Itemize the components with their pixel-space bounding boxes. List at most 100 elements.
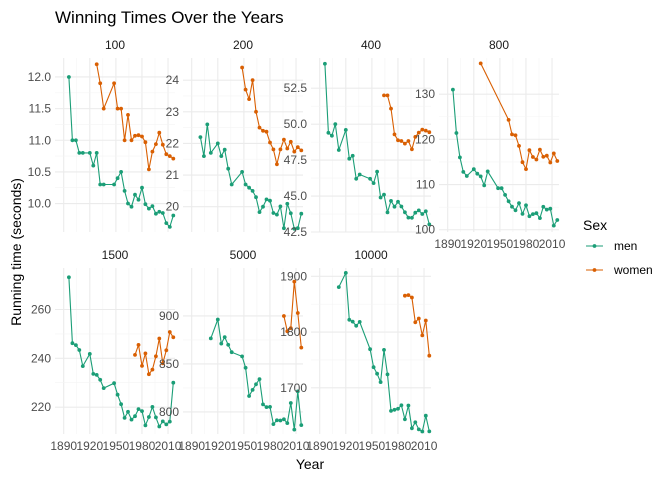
data-point xyxy=(278,418,283,423)
data-point xyxy=(347,317,352,322)
data-point xyxy=(150,367,155,372)
data-point xyxy=(423,128,428,133)
data-point xyxy=(347,156,352,161)
data-point xyxy=(150,405,155,409)
series-line xyxy=(452,89,558,228)
x-tick-label: 1890 xyxy=(434,237,461,251)
data-point xyxy=(129,417,134,422)
data-point xyxy=(115,106,120,111)
panel-800: 800 100 110 120 130 1890 1920 1950 1980 2010 xyxy=(415,38,566,251)
data-point xyxy=(482,183,487,188)
data-point xyxy=(147,372,151,377)
x-tick-label: 1890 xyxy=(178,439,205,453)
data-point xyxy=(510,204,514,209)
data-point xyxy=(271,147,276,152)
series-women xyxy=(382,93,432,152)
data-point xyxy=(115,176,120,181)
data-point xyxy=(513,208,518,213)
data-point xyxy=(101,386,106,390)
data-point xyxy=(403,417,407,422)
legend-label: women xyxy=(613,263,653,277)
data-point xyxy=(257,210,262,215)
series-line xyxy=(134,330,174,376)
data-point xyxy=(215,141,220,146)
x-tick-label: 1920 xyxy=(76,439,103,453)
data-point xyxy=(413,135,418,139)
series-women xyxy=(282,279,304,350)
data-point xyxy=(410,295,414,300)
data-point xyxy=(147,167,151,172)
legend-title: Sex xyxy=(583,217,607,233)
data-point xyxy=(147,206,151,211)
data-point xyxy=(136,343,141,347)
data-point xyxy=(295,311,300,315)
data-point xyxy=(368,176,372,181)
data-point xyxy=(219,154,224,159)
data-point xyxy=(164,221,169,226)
series-line xyxy=(324,63,430,225)
y-tick-label: 47.5 xyxy=(284,153,308,167)
data-point xyxy=(268,140,272,145)
y-tick-label: 1700 xyxy=(280,381,307,395)
data-point xyxy=(378,195,383,200)
data-point xyxy=(257,377,262,381)
data-point xyxy=(254,109,258,114)
data-point xyxy=(420,333,425,338)
chart-title: Winning Times Over the Years xyxy=(55,8,284,27)
data-point xyxy=(531,155,535,159)
y-tick-label: 24 xyxy=(166,73,180,87)
data-point xyxy=(427,130,432,135)
data-point xyxy=(551,151,556,156)
data-point xyxy=(336,148,341,152)
series-men xyxy=(451,87,560,228)
y-tick-label: 52.5 xyxy=(284,81,308,95)
data-point xyxy=(154,142,158,147)
data-point xyxy=(461,170,466,174)
data-point xyxy=(544,153,549,158)
data-point xyxy=(133,353,137,357)
data-point xyxy=(247,185,252,190)
data-point xyxy=(98,377,103,382)
data-point xyxy=(406,215,411,220)
data-point xyxy=(292,149,297,154)
data-point xyxy=(98,182,103,187)
data-point xyxy=(226,166,231,171)
data-point xyxy=(126,201,130,206)
data-point xyxy=(74,138,78,143)
facet-label: 200 xyxy=(233,38,253,52)
x-tick-label: 1950 xyxy=(231,439,258,453)
gridlines xyxy=(439,58,559,232)
data-point xyxy=(396,406,400,411)
facet-label: 10000 xyxy=(354,248,388,262)
data-point xyxy=(250,78,255,82)
data-point xyxy=(354,176,359,181)
y-tick-label: 800 xyxy=(159,405,179,419)
y-tick-label: 11.5 xyxy=(29,102,52,116)
data-point xyxy=(513,133,518,138)
data-point xyxy=(385,372,390,377)
data-point xyxy=(143,423,148,428)
data-point xyxy=(555,159,560,163)
x-tick-label: 1950 xyxy=(103,439,130,453)
data-point xyxy=(285,146,290,151)
data-point xyxy=(485,169,490,174)
data-point xyxy=(299,211,304,216)
data-point xyxy=(136,407,141,411)
x-tick-label: 1980 xyxy=(385,439,412,453)
data-point xyxy=(326,130,331,135)
data-point xyxy=(382,93,386,98)
data-point xyxy=(392,132,397,137)
data-point xyxy=(94,151,99,155)
legend-key-point xyxy=(592,268,597,272)
data-point xyxy=(423,413,428,418)
data-point xyxy=(403,293,407,298)
data-point xyxy=(323,61,327,66)
data-point xyxy=(157,424,162,429)
data-point xyxy=(140,134,144,139)
data-point xyxy=(147,415,151,419)
data-point xyxy=(77,348,82,352)
y-tick-label: 240 xyxy=(31,351,51,365)
data-point xyxy=(271,211,276,215)
data-point xyxy=(478,61,483,66)
